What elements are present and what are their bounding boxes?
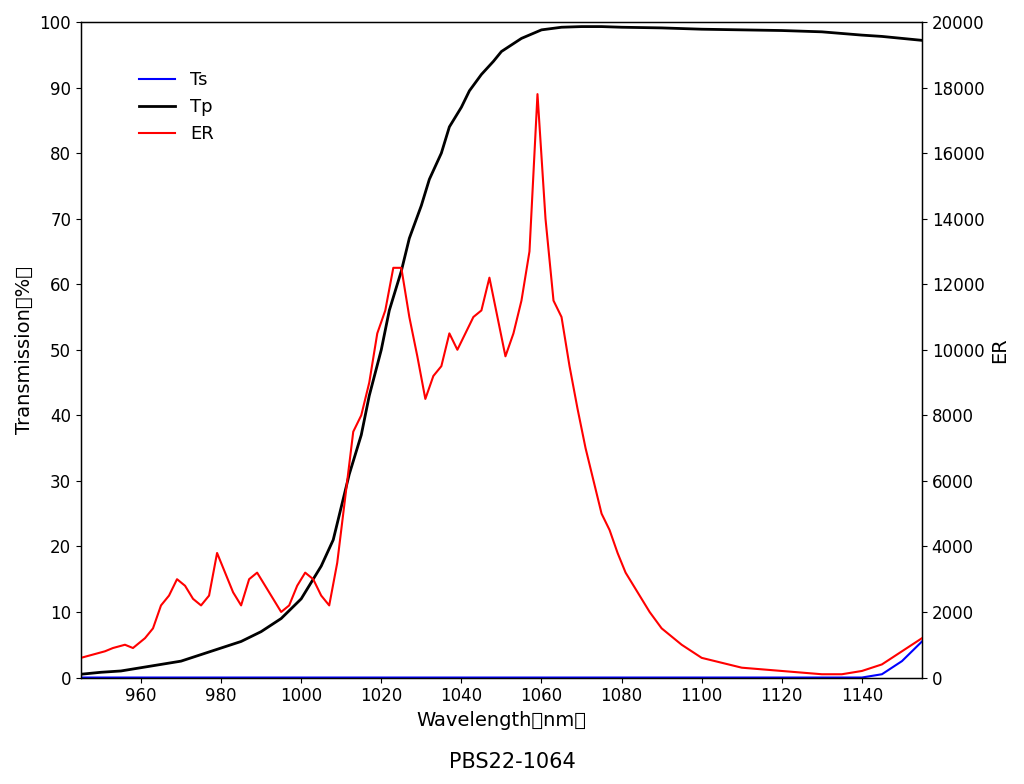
Tp xyxy=(115,666,127,676)
Ts xyxy=(456,673,468,682)
Ts xyxy=(95,673,108,682)
Tp xyxy=(456,103,468,112)
Ts xyxy=(615,673,628,682)
Ts xyxy=(735,673,748,682)
Tp xyxy=(435,148,447,158)
Tp xyxy=(915,35,928,45)
ER xyxy=(75,653,87,662)
Legend: Ts, Tp, ER: Ts, Tp, ER xyxy=(132,64,221,151)
Ts xyxy=(816,673,828,682)
Y-axis label: ER: ER xyxy=(990,337,1009,363)
Tp xyxy=(487,56,500,66)
Tp xyxy=(496,47,508,56)
Ts xyxy=(536,673,548,682)
ER xyxy=(655,623,668,633)
Tp xyxy=(463,86,475,96)
Line: Tp: Tp xyxy=(81,27,922,674)
Line: ER: ER xyxy=(81,94,922,674)
Tp xyxy=(615,23,628,32)
Ts xyxy=(496,673,508,682)
Tp xyxy=(335,503,347,512)
Tp xyxy=(395,267,408,276)
Ts xyxy=(75,673,87,682)
Tp xyxy=(355,430,368,440)
Tp xyxy=(423,175,435,184)
Ts xyxy=(295,673,307,682)
ER xyxy=(492,312,504,321)
Tp xyxy=(536,25,548,34)
Ts xyxy=(415,673,427,682)
Ts xyxy=(856,673,868,682)
Tp xyxy=(595,22,607,31)
ER xyxy=(443,328,456,338)
Tp xyxy=(95,667,108,677)
Tp xyxy=(375,345,387,354)
Tp xyxy=(555,23,567,32)
Tp xyxy=(343,470,355,479)
Tp xyxy=(315,561,328,571)
ER xyxy=(816,670,828,679)
Tp xyxy=(255,627,267,637)
ER xyxy=(735,663,748,673)
Ts xyxy=(915,637,928,646)
Ts xyxy=(175,673,187,682)
Tp xyxy=(215,644,227,653)
Ts xyxy=(375,673,387,682)
Text: PBS22-1064: PBS22-1064 xyxy=(449,753,575,772)
Tp xyxy=(403,234,416,243)
Ts xyxy=(775,673,787,682)
Ts xyxy=(876,670,888,679)
Tp xyxy=(135,663,147,673)
Ts xyxy=(655,673,668,682)
Tp xyxy=(195,650,207,659)
Tp xyxy=(896,34,908,43)
Tp xyxy=(856,31,868,40)
Tp xyxy=(364,391,376,401)
Tp xyxy=(327,535,339,545)
Tp xyxy=(575,22,588,31)
Y-axis label: Transmission（%）: Transmission（%） xyxy=(15,266,34,434)
Tp xyxy=(415,201,427,210)
Tp xyxy=(655,24,668,33)
Tp xyxy=(295,594,307,604)
Tp xyxy=(695,24,708,34)
Tp xyxy=(735,25,748,34)
Tp xyxy=(275,614,288,623)
Tp xyxy=(876,31,888,41)
Line: Ts: Ts xyxy=(81,641,922,677)
X-axis label: Wavelength（nm）: Wavelength（nm） xyxy=(417,711,587,730)
Ts xyxy=(135,673,147,682)
Tp xyxy=(443,122,456,132)
Ts xyxy=(896,656,908,666)
Tp xyxy=(475,70,487,79)
Tp xyxy=(303,581,315,590)
ER xyxy=(531,89,544,99)
Tp xyxy=(775,26,787,35)
Tp xyxy=(383,306,395,315)
Tp xyxy=(234,637,247,646)
Tp xyxy=(155,659,167,669)
Tp xyxy=(75,670,87,679)
Tp xyxy=(175,656,187,666)
Ts xyxy=(215,673,227,682)
Ts xyxy=(575,673,588,682)
Ts xyxy=(255,673,267,682)
Ts xyxy=(836,673,848,682)
ER xyxy=(620,568,632,577)
Tp xyxy=(816,27,828,37)
ER xyxy=(915,633,928,643)
Ts xyxy=(695,673,708,682)
Tp xyxy=(515,34,527,43)
Ts xyxy=(335,673,347,682)
ER xyxy=(571,404,584,413)
